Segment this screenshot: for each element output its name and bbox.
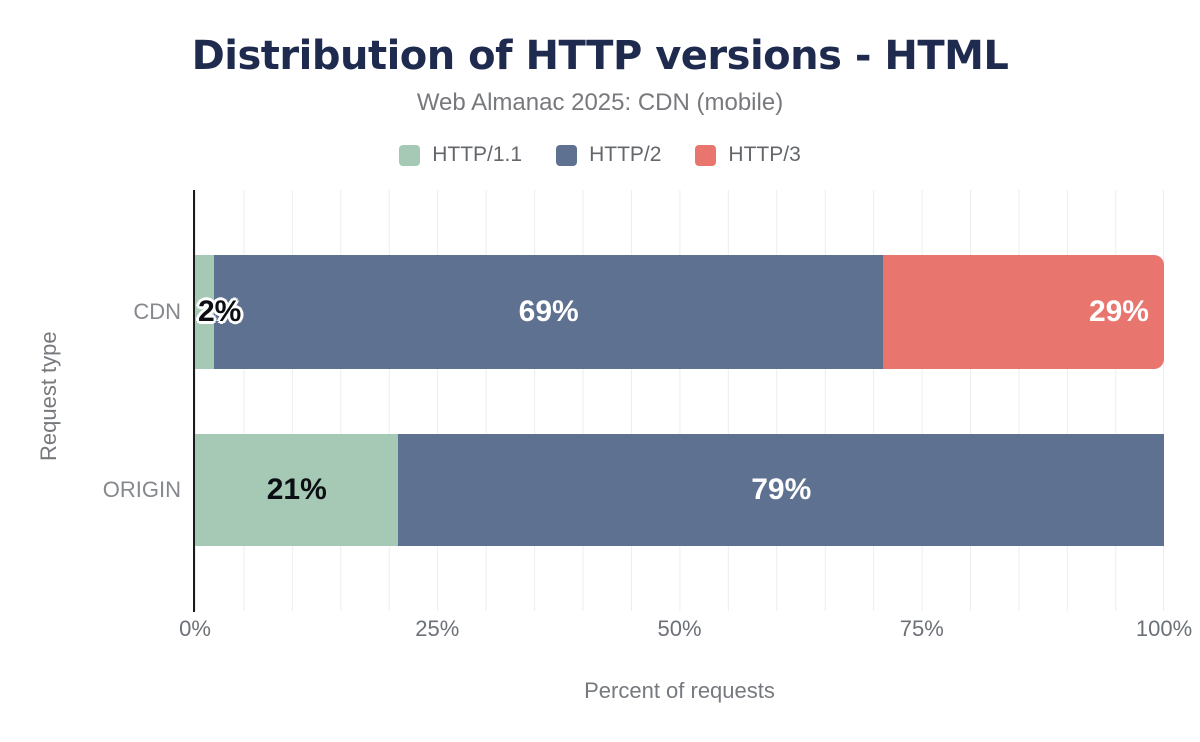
legend-item-http-2[interactable]: HTTP/2: [556, 143, 661, 167]
legend-label-http-2: HTTP/2: [589, 143, 662, 166]
bar-row-origin: 21% 79%: [195, 434, 1164, 546]
legend: HTTP/1.1 HTTP/2 HTTP/3: [0, 143, 1200, 167]
bar-segment-origin-http-2: 79%: [398, 434, 1164, 546]
legend-swatch-http-3: [695, 144, 717, 166]
x-tick-100-: 100%: [1135, 616, 1193, 641]
x-tick-0-: 0%: [179, 616, 211, 641]
bar-segment-cdn-http-3: 29%: [882, 255, 1164, 369]
data-label-origin-http-2: 79%: [751, 473, 812, 506]
data-label-origin-http-1-1: 21%: [266, 473, 327, 506]
bar-segment-cdn-http-2: 69%: [214, 255, 883, 369]
bar-row-cdn: 2% 69% 29%: [195, 255, 1164, 369]
y-axis-label-cdn: CDN: [133, 299, 181, 324]
x-axis-ticks: 0% 25% 50% 75% 100%: [179, 616, 1192, 642]
chart-subtitle: Web Almanac 2025: CDN (mobile): [416, 89, 784, 116]
bar-segment-cdn-http-1-1: [195, 255, 215, 369]
x-tick-25-: 25%: [415, 616, 460, 641]
chart-title: Distribution of HTTP versions - HTML: [191, 33, 1009, 79]
legend-item-http-3[interactable]: HTTP/3: [695, 143, 801, 167]
legend-item-http-1-1[interactable]: HTTP/1.1: [399, 143, 522, 167]
legend-swatch-http-2: [556, 144, 578, 166]
x-axis-tick-marks: [195, 600, 1164, 611]
x-tick-50-: 50%: [657, 616, 702, 641]
x-tick-75-: 75%: [899, 616, 944, 641]
data-label-cdn-http-2: 69%: [518, 295, 579, 328]
data-label-cdn-http-1-1: 2%: [198, 295, 242, 328]
y-axis-label-origin: ORIGIN: [102, 477, 181, 502]
y-axis-line: [193, 190, 195, 612]
x-axis-title: Percent of requests: [584, 678, 775, 703]
legend-swatch-http-1-1: [399, 144, 421, 166]
legend-label-http-3: HTTP/3: [728, 143, 801, 166]
y-axis-labels: CDN ORIGIN: [0, 190, 181, 600]
bar-segment-origin-http-1-1: 21%: [195, 434, 399, 546]
legend-label-http-1-1: HTTP/1.1: [432, 143, 523, 166]
plot-area: 2% 69% 29% 21% 79%: [195, 190, 1164, 600]
data-label-cdn-http-3: 29%: [1088, 295, 1149, 328]
